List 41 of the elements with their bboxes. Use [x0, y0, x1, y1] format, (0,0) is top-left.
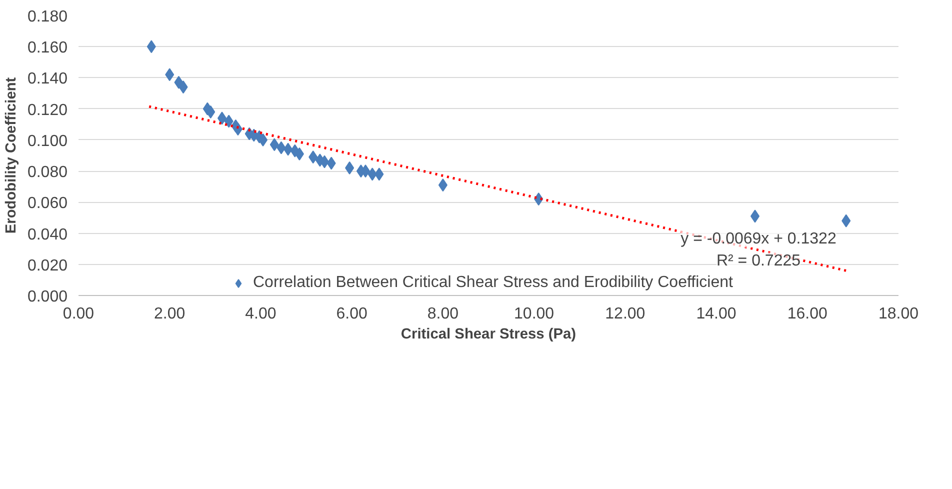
x-tick-label: 0.00 — [62, 306, 94, 322]
y-tick-label: 0.100 — [27, 132, 68, 150]
legend-label: Correlation Between Critical Shear Stress and Erodibility Coefficient — [253, 274, 733, 292]
y-axis-title: Erodobility Coefficient — [3, 77, 20, 234]
x-tick-label: 4.00 — [245, 306, 276, 322]
x-tick-label: 10.00 — [514, 306, 554, 322]
y-tick-label: 0.060 — [27, 195, 68, 212]
x-tick-label: 2.00 — [154, 306, 186, 322]
point — [294, 147, 304, 160]
y-tick-label: 0.020 — [27, 257, 68, 274]
y-tick-label: 0.140 — [27, 70, 68, 88]
point — [368, 168, 377, 181]
x-axis-title: Critical Shear Stress (Pa) — [400, 326, 576, 342]
point — [178, 80, 188, 94]
point — [165, 68, 174, 82]
x-tick-label: 16.00 — [787, 306, 828, 322]
point — [842, 214, 851, 228]
point — [326, 156, 336, 170]
x-tick-label: 8.00 — [427, 306, 459, 322]
x-tick-label: 6.00 — [336, 306, 368, 322]
point — [224, 114, 234, 128]
y-tick-label: 0.000 — [27, 288, 68, 306]
x-tick-label: 14.00 — [696, 306, 736, 322]
y-tick-label: 0.080 — [27, 164, 68, 182]
y-tick-label: 0.160 — [27, 40, 68, 57]
point — [146, 40, 156, 54]
point — [206, 105, 216, 118]
point — [345, 161, 354, 174]
annotation: y = -0.0069x + 0.1322 — [680, 230, 836, 248]
point — [308, 150, 318, 164]
point — [374, 168, 384, 181]
point — [276, 141, 286, 154]
point — [284, 142, 293, 156]
x-tick-label: 18.00 — [878, 306, 919, 322]
x-tick-label: 12.00 — [605, 306, 646, 322]
annotation: R² = 0.7225 — [716, 252, 801, 270]
point — [438, 178, 448, 192]
y-tick-label: 0.120 — [27, 102, 68, 119]
point — [270, 138, 279, 152]
y-tick-label: 0.180 — [27, 8, 68, 26]
y-tick-label: 0.040 — [27, 226, 68, 244]
